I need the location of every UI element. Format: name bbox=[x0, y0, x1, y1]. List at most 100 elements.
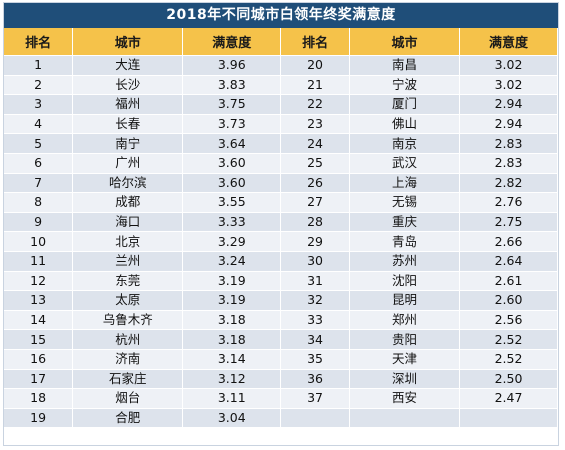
left-city-cell: 杭州 bbox=[72, 329, 184, 350]
right-rank-cell: 36 bbox=[280, 369, 350, 390]
table-row: 5 南宁 3.64 24 南京 2.83 bbox=[4, 133, 558, 154]
table-row: 1 大连 3.96 20 南昌 3.02 bbox=[4, 55, 558, 76]
right-score-cell: 2.83 bbox=[459, 153, 558, 174]
right-city-cell: 宁波 bbox=[349, 75, 461, 96]
right-rank-cell: 34 bbox=[280, 329, 350, 350]
left-city-cell: 大连 bbox=[72, 55, 184, 76]
table-body: 1 大连 3.96 20 南昌 3.02 2 长沙 3.83 21 宁波 3.02 3 福州 3.75 22 厦… bbox=[4, 55, 558, 429]
left-score-cell: 3.96 bbox=[182, 55, 282, 76]
right-rank-cell: 29 bbox=[280, 231, 350, 252]
right-city-cell: 重庆 bbox=[349, 212, 461, 233]
right-city-cell: 无锡 bbox=[349, 192, 461, 213]
right-score-cell: 2.66 bbox=[459, 231, 558, 252]
left-rank-cell: 4 bbox=[4, 114, 74, 135]
left-rank-cell: 13 bbox=[4, 290, 74, 311]
table-title: 2018年不同城市白领年终奖满意度 bbox=[4, 3, 558, 28]
right-rank-cell: 27 bbox=[280, 192, 350, 213]
table-row: 8 成都 3.55 27 无锡 2.76 bbox=[4, 192, 558, 213]
right-rank-cell: 33 bbox=[280, 310, 350, 331]
left-city-cell: 海口 bbox=[72, 212, 184, 233]
right-city-cell: 昆明 bbox=[349, 290, 461, 311]
left-city-cell: 东莞 bbox=[72, 271, 184, 292]
left-city-cell: 兰州 bbox=[72, 251, 184, 272]
right-score-cell: 3.02 bbox=[459, 55, 558, 76]
table-row: 11 兰州 3.24 30 苏州 2.64 bbox=[4, 251, 558, 272]
table-row: 12 东莞 3.19 31 沈阳 2.61 bbox=[4, 271, 558, 292]
right-city-cell bbox=[349, 408, 461, 429]
right-score-cell: 2.75 bbox=[459, 212, 558, 233]
right-rank-cell: 37 bbox=[280, 388, 350, 409]
left-rank-cell: 9 bbox=[4, 212, 74, 233]
left-score-cell: 3.19 bbox=[182, 290, 282, 311]
table-row: 3 福州 3.75 22 厦门 2.94 bbox=[4, 94, 558, 115]
left-rank-cell: 11 bbox=[4, 251, 74, 272]
left-city-cell: 北京 bbox=[72, 231, 184, 252]
right-score-cell: 2.60 bbox=[459, 290, 558, 311]
left-rank-cell: 2 bbox=[4, 75, 74, 96]
left-city-cell: 乌鲁木齐 bbox=[72, 310, 184, 331]
left-city-cell: 太原 bbox=[72, 290, 184, 311]
right-rank-cell: 30 bbox=[280, 251, 350, 272]
right-score-cell: 2.61 bbox=[459, 271, 558, 292]
left-city-cell: 石家庄 bbox=[72, 369, 184, 390]
table-row: 7 哈尔滨 3.60 26 上海 2.82 bbox=[4, 173, 558, 194]
right-rank-cell: 24 bbox=[280, 133, 350, 154]
right-rank-cell: 21 bbox=[280, 75, 350, 96]
right-score-cell: 2.56 bbox=[459, 310, 558, 331]
left-score-cell: 3.18 bbox=[182, 329, 282, 350]
left-score-cell: 3.55 bbox=[182, 192, 282, 213]
left-city-cell: 济南 bbox=[72, 349, 184, 370]
header-city-right: 城市 bbox=[349, 28, 461, 56]
header-score-right: 满意度 bbox=[459, 28, 558, 56]
table-row: 14 乌鲁木齐 3.18 33 郑州 2.56 bbox=[4, 310, 558, 331]
right-city-cell: 天津 bbox=[349, 349, 461, 370]
right-rank-cell: 32 bbox=[280, 290, 350, 311]
right-city-cell: 南昌 bbox=[349, 55, 461, 76]
left-score-cell: 3.18 bbox=[182, 310, 282, 331]
header-rank-right: 排名 bbox=[280, 28, 350, 56]
table-row: 15 杭州 3.18 34 贵阳 2.52 bbox=[4, 329, 558, 350]
table-row: 4 长春 3.73 23 佛山 2.94 bbox=[4, 114, 558, 135]
table-row: 18 烟台 3.11 37 西安 2.47 bbox=[4, 388, 558, 409]
right-score-cell: 3.02 bbox=[459, 75, 558, 96]
right-city-cell: 武汉 bbox=[349, 153, 461, 174]
right-rank-cell: 20 bbox=[280, 55, 350, 76]
left-city-cell: 成都 bbox=[72, 192, 184, 213]
header-rank-left: 排名 bbox=[4, 28, 74, 56]
left-rank-cell: 12 bbox=[4, 271, 74, 292]
right-city-cell: 深圳 bbox=[349, 369, 461, 390]
left-city-cell: 广州 bbox=[72, 153, 184, 174]
left-rank-cell: 5 bbox=[4, 133, 74, 154]
right-score-cell: 2.47 bbox=[459, 388, 558, 409]
left-city-cell: 长春 bbox=[72, 114, 184, 135]
left-rank-cell: 17 bbox=[4, 369, 74, 390]
left-rank-cell: 19 bbox=[4, 408, 74, 429]
right-rank-cell bbox=[280, 408, 350, 429]
table-row: 9 海口 3.33 28 重庆 2.75 bbox=[4, 212, 558, 233]
left-score-cell: 3.60 bbox=[182, 153, 282, 174]
ranking-table: 排名 城市 满意度 排名 城市 满意度 1 大连 3.96 20 南昌 3.02 2 长沙 3.… bbox=[4, 28, 558, 429]
table-row: 19 合肥 3.04 bbox=[4, 408, 558, 429]
right-score-cell: 2.52 bbox=[459, 349, 558, 370]
right-rank-cell: 31 bbox=[280, 271, 350, 292]
left-score-cell: 3.73 bbox=[182, 114, 282, 135]
left-score-cell: 3.60 bbox=[182, 173, 282, 194]
right-city-cell: 厦门 bbox=[349, 94, 461, 115]
right-city-cell: 上海 bbox=[349, 173, 461, 194]
left-rank-cell: 8 bbox=[4, 192, 74, 213]
left-score-cell: 3.12 bbox=[182, 369, 282, 390]
left-score-cell: 3.19 bbox=[182, 271, 282, 292]
left-score-cell: 3.14 bbox=[182, 349, 282, 370]
right-score-cell: 2.50 bbox=[459, 369, 558, 390]
table-row: 16 济南 3.14 35 天津 2.52 bbox=[4, 349, 558, 370]
left-rank-cell: 16 bbox=[4, 349, 74, 370]
right-rank-cell: 28 bbox=[280, 212, 350, 233]
table-row: 17 石家庄 3.12 36 深圳 2.50 bbox=[4, 369, 558, 390]
right-city-cell: 贵阳 bbox=[349, 329, 461, 350]
right-city-cell: 沈阳 bbox=[349, 271, 461, 292]
right-rank-cell: 25 bbox=[280, 153, 350, 174]
right-score-cell: 2.94 bbox=[459, 94, 558, 115]
right-score-cell bbox=[459, 408, 558, 429]
right-rank-cell: 22 bbox=[280, 94, 350, 115]
table-row: 13 太原 3.19 32 昆明 2.60 bbox=[4, 290, 558, 311]
